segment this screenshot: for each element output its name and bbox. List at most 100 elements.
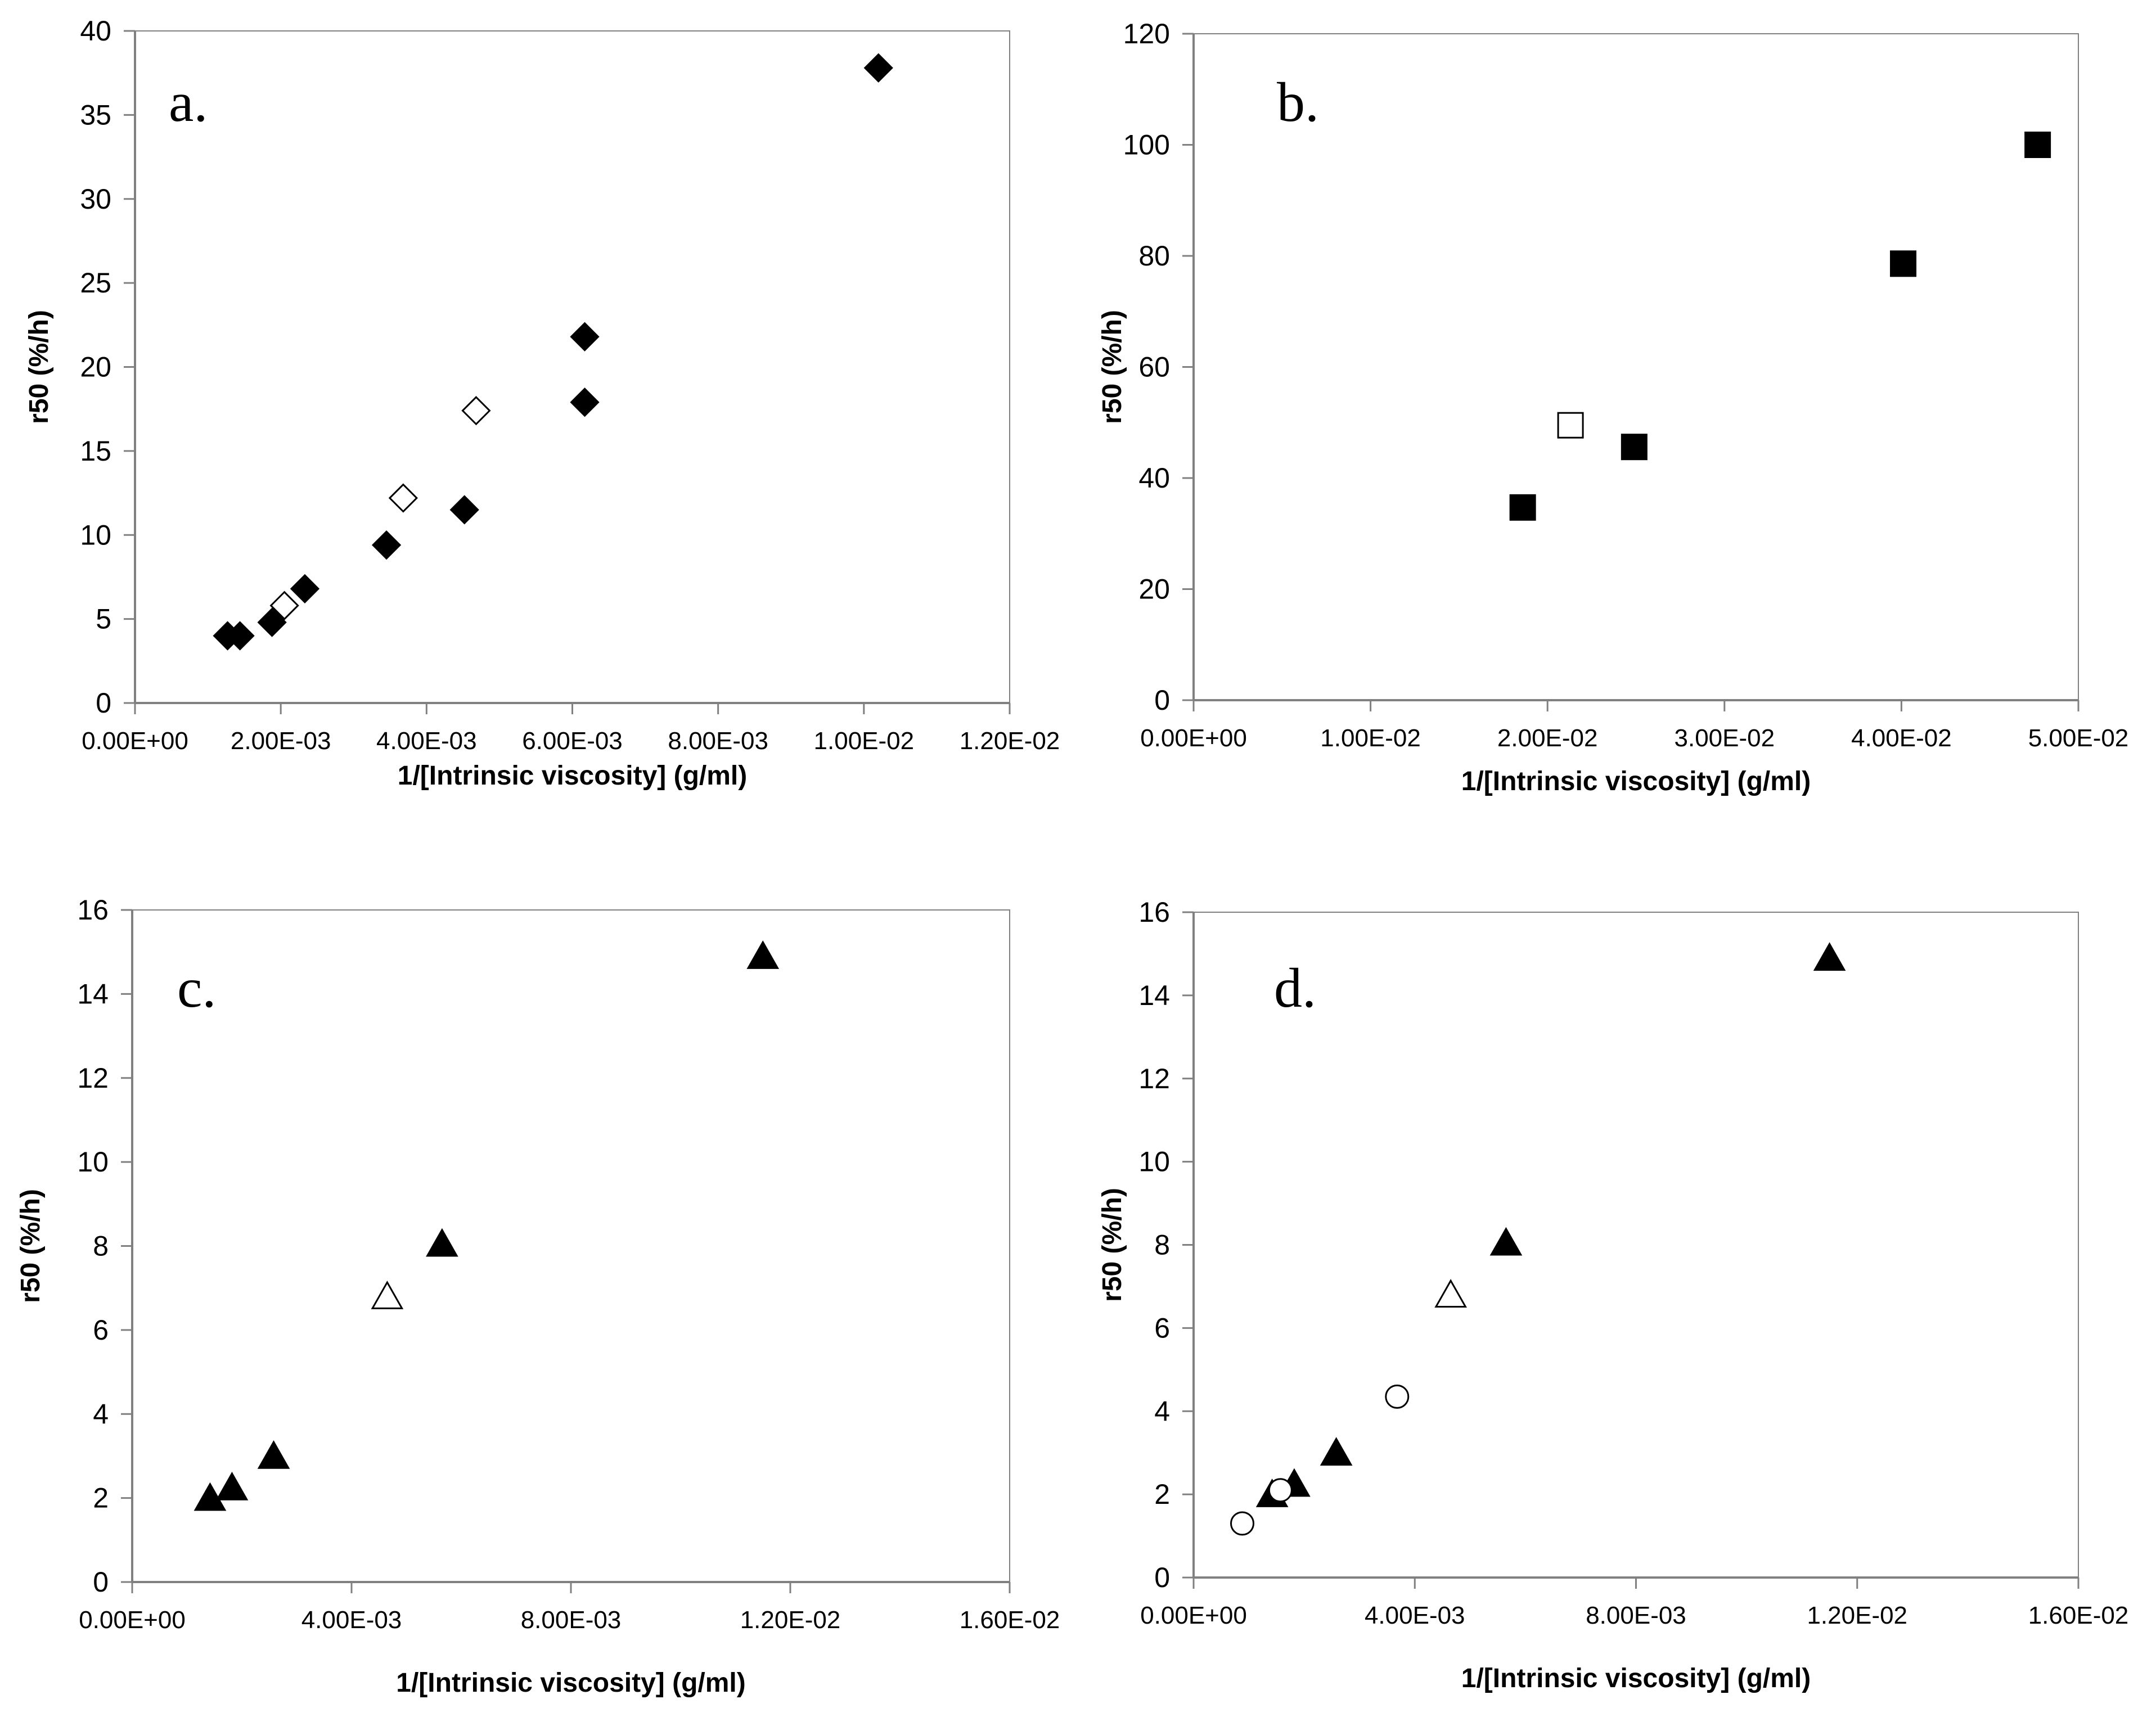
- y-tick-label: 40: [80, 15, 111, 47]
- plot-area: [1193, 33, 2079, 701]
- y-tick-label: 15: [80, 435, 111, 467]
- data-point: [269, 591, 299, 620]
- x-tick-label: 1.60E-02: [960, 1606, 1060, 1634]
- data-point: [1489, 1227, 1523, 1256]
- y-tick-label: 30: [80, 183, 111, 215]
- x-axis-title: 1/[Intrinsic viscosity] (g/ml): [398, 761, 747, 791]
- x-tick-label: 1.00E-02: [814, 727, 915, 755]
- data-point: [371, 530, 402, 560]
- y-tick-label: 14: [77, 978, 109, 1010]
- y-tick-label: 5: [96, 603, 111, 635]
- y-tick-label: 16: [77, 894, 109, 926]
- x-tick-label: 0.00E+00: [1140, 724, 1247, 752]
- data-point: [570, 387, 600, 417]
- x-tick-label: 4.00E-03: [1365, 1602, 1465, 1629]
- data-point: [2024, 132, 2051, 158]
- y-tick-label: 12: [1138, 1063, 1170, 1094]
- x-tick-label: 0.00E+00: [82, 727, 188, 755]
- y-tick-label: 0: [1154, 1562, 1170, 1593]
- x-tick-label: 4.00E-03: [376, 727, 477, 755]
- panel-d: 0.00E+00 4.00E-03 8.00E-03 1.20E-02 1.60E-02…: [1097, 896, 2128, 1693]
- data-point: [1890, 250, 1917, 277]
- x-tick-label: 6.00E-03: [522, 727, 623, 755]
- data-point: [1385, 1384, 1410, 1409]
- x-tick-label: 1.00E-02: [1320, 724, 1421, 752]
- data-point: [257, 1440, 290, 1469]
- data-point: [461, 396, 491, 426]
- data-point: [746, 940, 780, 969]
- x-tick-label: 0.00E+00: [79, 1606, 186, 1634]
- series-filled: [213, 53, 893, 651]
- y-tick-label: 35: [80, 99, 111, 130]
- plot-area: [1193, 912, 2079, 1578]
- y-tick-label: 16: [1138, 896, 1170, 928]
- x-tick-label: 8.00E-03: [1586, 1602, 1686, 1629]
- x-tick-label: 4.00E-03: [301, 1606, 402, 1634]
- x-tick-label: 3.00E-02: [1675, 724, 1775, 752]
- y-tick-label: 25: [80, 267, 111, 299]
- y-axis-title: r50 (%/h): [1097, 310, 1127, 424]
- series-filled-triangle: [1255, 942, 1846, 1507]
- panel-label: c.: [177, 957, 216, 1019]
- data-point: [225, 621, 255, 651]
- panel-label: d.: [1274, 957, 1316, 1019]
- x-axis-title: 1/[Intrinsic viscosity] (g/ml): [1461, 767, 1811, 796]
- data-point: [570, 322, 600, 351]
- y-tick-label: 10: [1138, 1146, 1170, 1178]
- series-open: [371, 1281, 404, 1309]
- data-point: [257, 607, 287, 637]
- x-tick-label: 2.00E-02: [1497, 724, 1598, 752]
- data-point: [1320, 1437, 1353, 1466]
- y-tick-label: 6: [1154, 1312, 1170, 1344]
- data-point: [1813, 942, 1846, 971]
- x-tick-label: 1.60E-02: [2028, 1602, 2129, 1629]
- data-point: [1230, 1511, 1255, 1536]
- y-tick-label: 0: [96, 687, 111, 719]
- y-tick-label: 0: [93, 1566, 109, 1598]
- data-point: [426, 1228, 458, 1257]
- x-tick-label: 5.00E-02: [2028, 724, 2129, 752]
- data-point: [290, 574, 320, 603]
- y-axis-title: r50 (%/h): [1097, 1188, 1127, 1302]
- panel-label: b.: [1277, 71, 1319, 133]
- y-tick-label: 80: [1138, 240, 1170, 272]
- series-open: [269, 396, 491, 620]
- y-tick-label: 8: [93, 1231, 109, 1262]
- data-point: [449, 495, 479, 525]
- x-tick-label: 4.00E-02: [1851, 724, 1952, 752]
- data-point: [1621, 434, 1648, 461]
- data-point: [1557, 412, 1584, 439]
- y-tick-label: 4: [93, 1398, 109, 1430]
- series-filled: [193, 940, 780, 1511]
- y-tick-label: 40: [1138, 462, 1170, 494]
- data-point: [1509, 494, 1536, 521]
- plot-area: [132, 909, 1010, 1583]
- series-open-circle: [1230, 1384, 1410, 1536]
- y-tick-label: 20: [80, 351, 111, 383]
- y-tick-label: 120: [1123, 18, 1170, 49]
- data-point: [1268, 1478, 1293, 1503]
- y-tick-label: 2: [93, 1482, 109, 1514]
- x-tick-label: 8.00E-03: [521, 1606, 622, 1634]
- y-tick-label: 0: [1154, 684, 1170, 716]
- x-tick-label: 1.20E-02: [1807, 1602, 1907, 1629]
- data-point: [1434, 1279, 1467, 1308]
- y-axis-title: r50 (%/h): [24, 310, 54, 424]
- data-point: [193, 1482, 227, 1511]
- y-tick-label: 4: [1154, 1395, 1170, 1427]
- panel-b: 0.00E+00 1.00E-02 2.00E-02 3.00E-02 4.00E-02…: [1097, 18, 2128, 796]
- data-point: [215, 1471, 249, 1500]
- y-tick-label: 12: [77, 1062, 109, 1094]
- data-point: [371, 1281, 404, 1309]
- series-filled: [1509, 132, 2051, 521]
- series-open: [1557, 412, 1584, 439]
- data-point: [863, 53, 893, 83]
- y-tick-label: 60: [1138, 351, 1170, 383]
- x-axis-title: 1/[Intrinsic viscosity] (g/ml): [1461, 1664, 1811, 1693]
- y-tick-label: 2: [1154, 1479, 1170, 1510]
- x-tick-label: 1.20E-02: [960, 727, 1060, 755]
- x-tick-label: 8.00E-03: [668, 727, 768, 755]
- data-point: [388, 483, 418, 513]
- x-tick-label: 2.00E-03: [231, 727, 331, 755]
